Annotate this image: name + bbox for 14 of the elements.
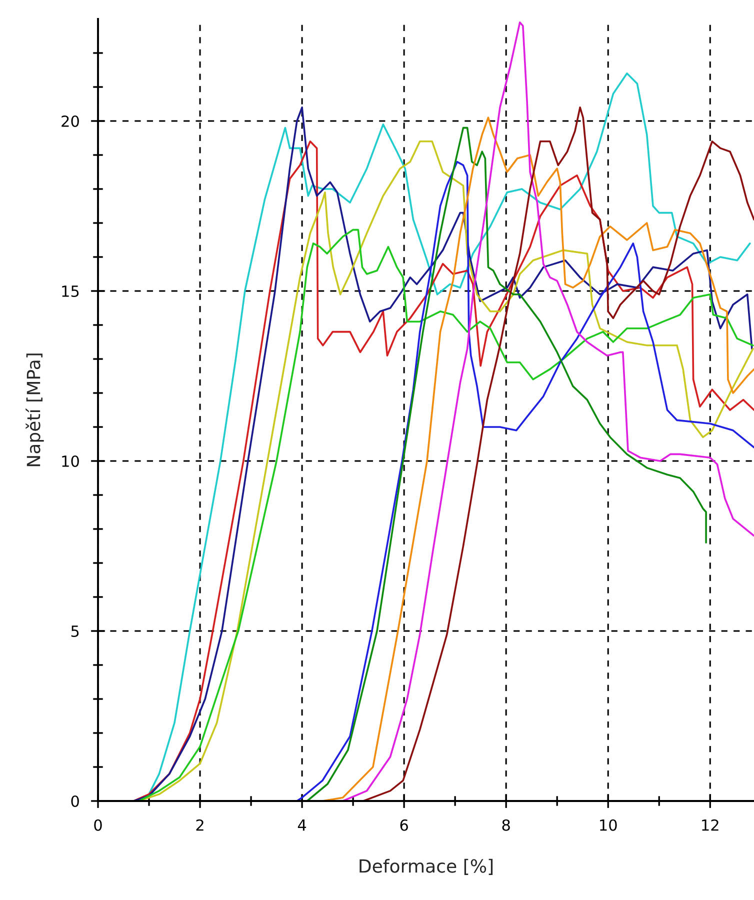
x-tick-label: 10 [600,819,617,831]
y-tick-label: 10 [62,455,79,468]
x-axis-title: Deformace [%] [360,858,493,875]
y-tick-label: 20 [62,115,79,128]
y-axis-title: Napětí [MPa] [26,354,44,466]
x-tick-label: 8 [502,819,510,831]
x-tick-label: 0 [94,819,102,831]
y-tick-label: 5 [71,626,79,638]
y-tick-label: 0 [71,795,79,808]
x-tick-label: 6 [400,819,408,831]
x-tick-label: 2 [196,819,204,831]
x-tick-label: 12 [702,819,718,831]
x-tick-label: 4 [298,820,306,831]
y-tick-label: 15 [62,286,79,298]
